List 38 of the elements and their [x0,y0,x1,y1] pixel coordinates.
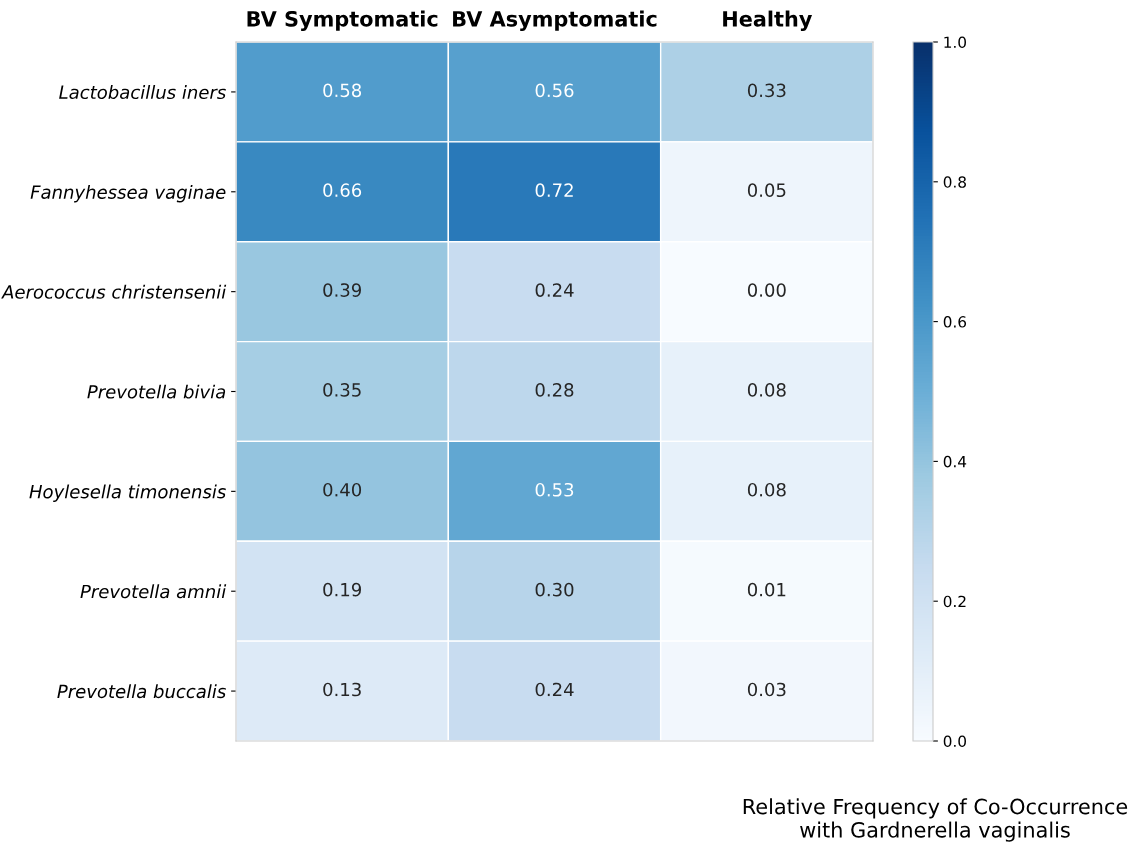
data-label: 0.08 [747,383,786,397]
data-label: 0.24 [535,283,574,297]
data-label: 0.53 [535,482,574,497]
data-label: 0.08 [747,482,786,497]
data-label: 0.19 [323,582,361,597]
y-tick-label: Fannyhessea vaginae [30,184,226,203]
x-tick-label: Healthy [723,10,813,31]
color-bar-label: 1.0 [944,36,966,49]
data-label: 0.01 [747,582,786,597]
color-bar-label: 0.4 [943,455,967,468]
data-label: 0.72 [535,183,573,198]
x-tick-label: BV Symptomatic [247,10,438,31]
data-label: 0.35 [323,383,361,397]
y-tick-label: Lactobacillus iners [59,85,226,100]
color-bar-label: 0.2 [943,595,966,608]
data-label: 0.30 [535,582,574,597]
data-label: 0.28 [535,383,574,397]
y-tick-label: Prevotella buccalis [57,684,226,699]
data-label: 0.03 [747,682,786,697]
color-bar-label: 0.0 [943,735,966,748]
data-label: 0.24 [535,682,574,697]
y-tick-label: Prevotella amnii [80,584,227,599]
data-label: 0.13 [323,682,361,697]
y-tick-label: Hoylesella timonensis [29,484,226,502]
data-label: 0.05 [747,183,786,198]
data-label: 0.33 [747,83,786,98]
x-tick-label: BV Asymptomatic [453,10,657,31]
data-label: 0.58 [323,83,362,98]
color-bar-label: 0.6 [943,316,967,328]
data-label: 0.00 [747,283,786,297]
color-bar-title: Relative Frequency of Co-Occurrence with Gardnerella vaginalis [743,798,1128,842]
y-tick-label: Aerococcus christensenii [1,284,227,299]
color-bar-label: 0.8 [943,176,966,188]
data-label: 0.40 [323,482,362,497]
data-label: 0.66 [323,183,362,198]
y-tick-label: Prevotella bivia [87,384,226,399]
data-label: 0.56 [535,83,574,98]
data-label: 0.39 [323,283,361,297]
